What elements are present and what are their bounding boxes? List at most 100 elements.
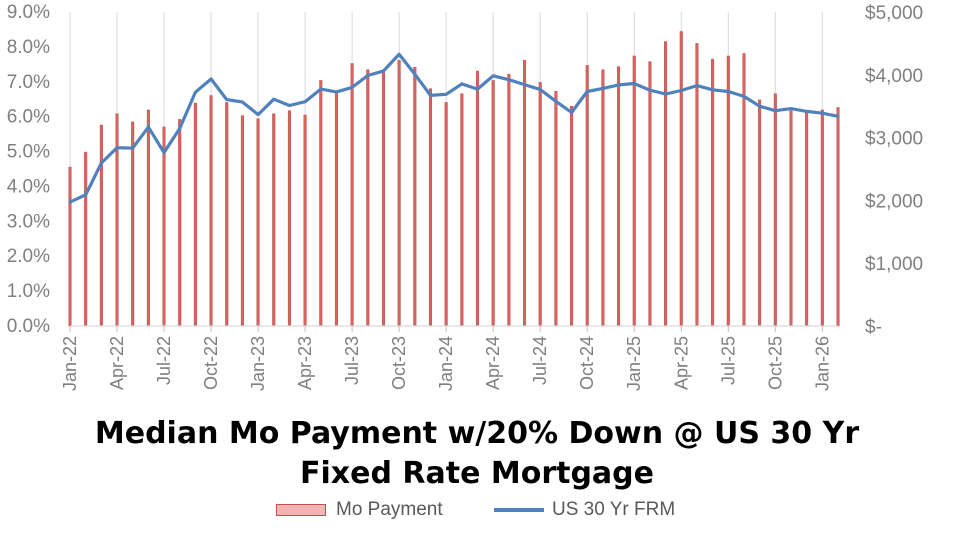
right-axis-tick-label: $1,000 <box>865 254 923 275</box>
bar-mo-payment <box>585 65 589 327</box>
left-axis-tick-label: 0.0% <box>7 316 50 337</box>
line-series-us-30-yr-frm <box>68 52 840 204</box>
x-axis-tick-label: Jul-23 <box>342 336 362 385</box>
bar-mo-payment <box>428 88 432 327</box>
x-axis-tick-label: Jul-25 <box>718 336 738 385</box>
bar-mo-payment <box>146 109 150 327</box>
left-axis-tick-label: 5.0% <box>7 142 50 163</box>
bar-mo-payment <box>507 73 511 327</box>
bar-mo-payment <box>742 53 746 327</box>
bar-mo-payment <box>491 80 495 327</box>
x-axis-tick-label: Apr-23 <box>295 336 315 390</box>
bar-mo-payment <box>820 109 824 327</box>
legend-item-us-30-yr-frm: US 30 Yr FRM <box>494 499 675 521</box>
bar-mo-payment <box>240 115 244 327</box>
right-axis-tick-label: $4,000 <box>865 66 923 87</box>
right-axis-tick-label: $3,000 <box>865 129 923 150</box>
bar-mo-payment <box>648 61 652 327</box>
bar-mo-payment <box>664 41 668 327</box>
bar-mo-payment <box>476 70 480 327</box>
x-axis-tick-label: Jan-24 <box>436 336 456 391</box>
bar-mo-payment <box>679 31 683 327</box>
bar-mo-payment <box>554 90 558 327</box>
bar-mo-payment <box>209 95 213 327</box>
x-axis-tick-label: Apr-25 <box>671 336 691 390</box>
legend-swatch-mo-payment <box>276 504 326 516</box>
x-axis-tick-labels: Jan-22 Apr-22 Jul-22 Oct-22 Jan-23 Apr-23 Jul-… <box>60 336 832 391</box>
bar-mo-payment <box>789 110 793 327</box>
bar-mo-payment <box>193 102 197 327</box>
right-axis-tick-label: $- <box>865 317 882 338</box>
bar-mo-payment <box>319 80 323 327</box>
axes <box>69 325 838 332</box>
legend-item-mo-payment: Mo Payment <box>276 499 443 521</box>
bar-mo-payment <box>413 67 417 327</box>
x-axis-tick-label: Oct-25 <box>765 336 785 390</box>
x-axis-tick-label: Jan-25 <box>624 336 644 391</box>
bar-mo-payment <box>131 121 135 327</box>
bar-mo-payment <box>84 151 88 327</box>
bar-mo-payment <box>272 113 276 327</box>
left-axis-tick-label: 9.0% <box>7 2 50 23</box>
x-axis-tick-label: Jul-22 <box>154 336 174 385</box>
left-axis-tick-labels: 0.0% 1.0% 2.0% 3.0% 4.0% 5.0% 6.0% 7.0% 8.0% 9.0% <box>7 2 50 337</box>
bar-mo-payment <box>381 70 385 327</box>
left-axis-tick-label: 6.0% <box>7 107 50 128</box>
chart-title-line-2: Fixed Rate Mortgage <box>299 456 654 491</box>
right-axis-tick-labels: $- $1,000 $2,000 $3,000 $4,000 $5,000 <box>865 3 923 338</box>
bar-mo-payment <box>115 113 119 327</box>
left-axis-tick-label: 3.0% <box>7 211 50 232</box>
x-axis-tick-label: Oct-23 <box>389 336 409 390</box>
bar-mo-payment <box>334 90 338 327</box>
left-axis-tick-label: 8.0% <box>7 37 50 58</box>
bar-mo-payment <box>836 107 840 327</box>
bar-mo-payment <box>711 58 715 327</box>
left-axis-tick-label: 2.0% <box>7 246 50 267</box>
bar-mo-payment <box>632 55 636 327</box>
bar-mo-payment <box>726 55 730 327</box>
chart-title: Median Mo Payment w/20% Down @ US 30 Yr … <box>0 414 954 494</box>
left-axis-tick-label: 1.0% <box>7 281 50 302</box>
bar-mo-payment <box>758 99 762 327</box>
bar-mo-payment <box>805 111 809 327</box>
legend-label-us-30-yr-frm: US 30 Yr FRM <box>552 499 676 520</box>
bar-mo-payment <box>397 60 401 327</box>
bar-series-mo-payment <box>68 31 840 327</box>
bar-mo-payment <box>366 69 370 327</box>
bar-mo-payment <box>570 105 574 327</box>
bar-mo-payment <box>303 114 307 327</box>
x-axis-tick-label: Jul-24 <box>530 336 550 385</box>
bar-mo-payment <box>99 124 103 327</box>
bar-mo-payment <box>617 66 621 327</box>
x-axis-tick-label: Jan-26 <box>812 336 832 391</box>
x-axis-tick-label: Apr-22 <box>107 336 127 390</box>
right-axis-tick-label: $2,000 <box>865 191 923 212</box>
right-axis-tick-label: $5,000 <box>865 3 923 24</box>
x-axis-tick-label: Oct-22 <box>201 336 221 390</box>
bar-mo-payment <box>601 69 605 327</box>
bar-mo-payment <box>287 110 291 327</box>
bar-mo-payment <box>523 60 527 327</box>
bar-mo-payment <box>538 82 542 327</box>
bar-mo-payment <box>256 118 260 327</box>
bar-mo-payment <box>444 102 448 327</box>
legend-label-mo-payment: Mo Payment <box>336 499 443 520</box>
left-axis-tick-label: 7.0% <box>7 72 50 93</box>
legend-swatch-us-30-yr-frm <box>494 508 544 512</box>
left-axis-tick-label: 4.0% <box>7 176 50 197</box>
bar-mo-payment <box>350 63 354 327</box>
x-axis-tick-label: Jan-23 <box>248 336 268 391</box>
chart-title-line-1: Median Mo Payment w/20% Down @ US 30 Yr <box>94 416 860 451</box>
x-axis-tick-label: Apr-24 <box>483 336 503 390</box>
bar-mo-payment <box>68 166 72 327</box>
legend: Mo Payment US 30 Yr FRM <box>0 497 954 525</box>
bar-mo-payment <box>162 126 166 327</box>
bar-mo-payment <box>460 93 464 327</box>
line-us-30-yr-frm <box>68 52 840 204</box>
x-axis-tick-label: Jan-22 <box>60 336 80 391</box>
bar-mo-payment <box>773 93 777 327</box>
x-axis-tick-label: Oct-24 <box>577 336 597 390</box>
bar-mo-payment <box>225 102 229 327</box>
bar-mo-payment <box>178 119 182 327</box>
